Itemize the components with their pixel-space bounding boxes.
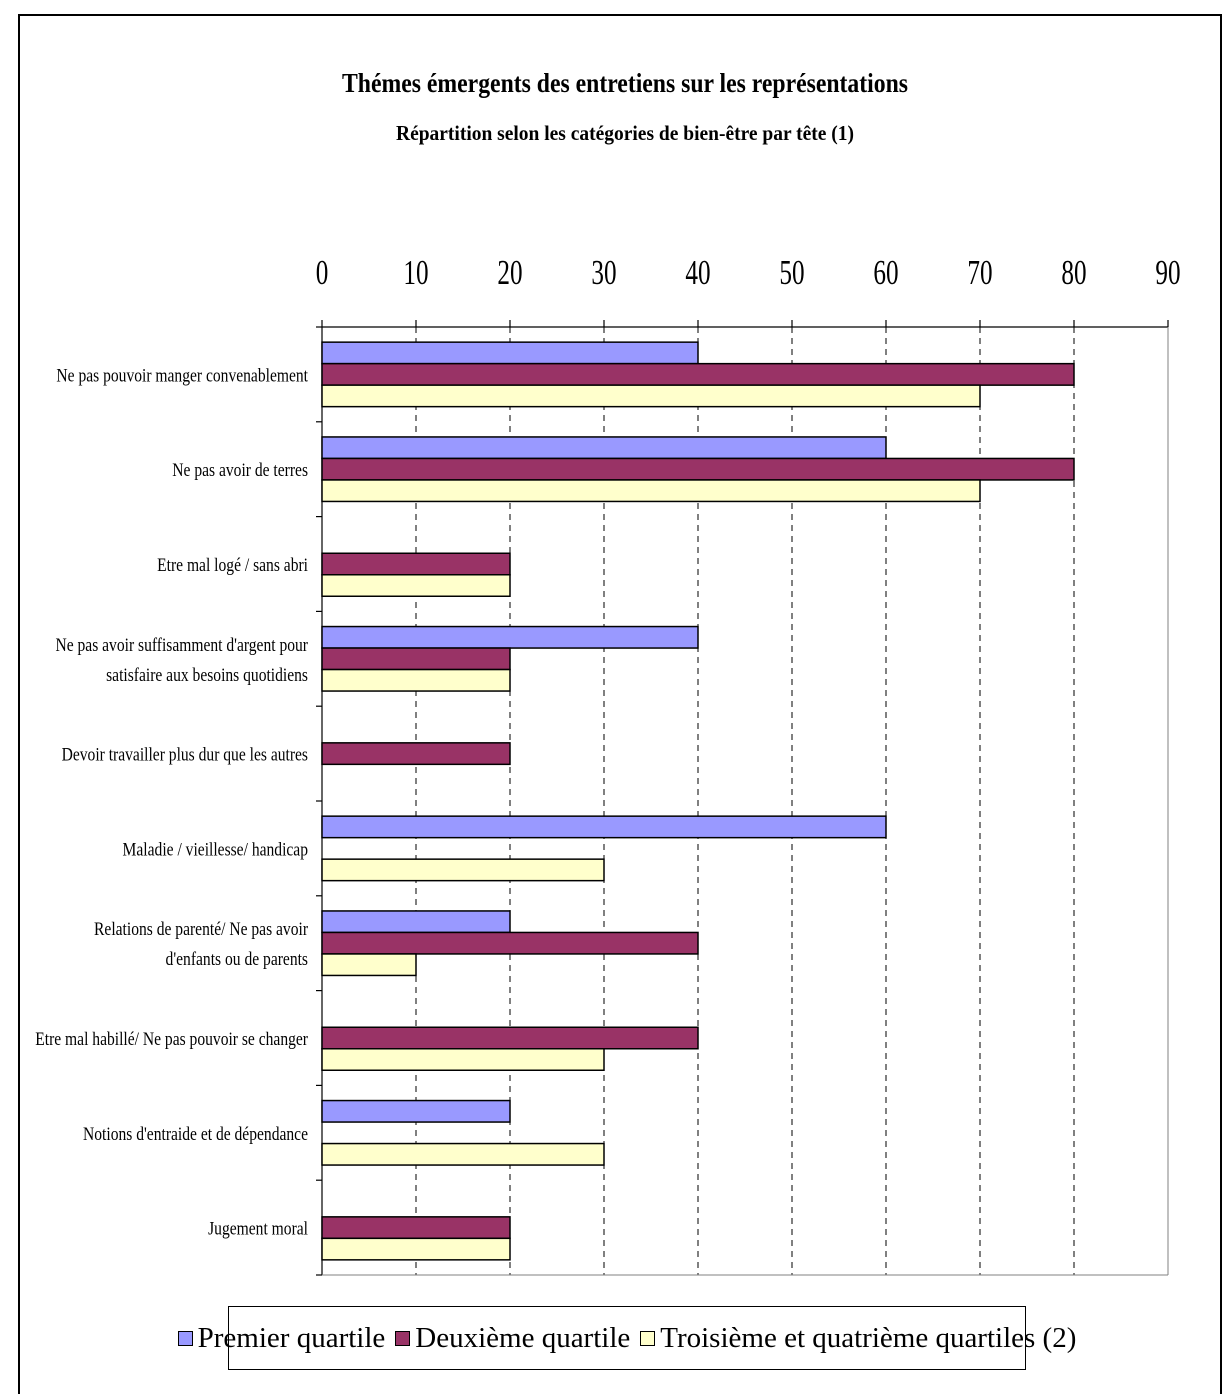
bar-troisieme-et-quatrieme-quartiles-2-1: [321, 479, 981, 503]
x-tick-label-0: 0: [316, 253, 329, 292]
bar-deuxieme-quartile-4: [321, 742, 511, 766]
legend-label-troisieme-quartile: Troisième et quatrième quartiles (2): [660, 1321, 1077, 1354]
category-label-6-line-0: Relations de parenté/ Ne pas avoir: [94, 919, 308, 940]
bar-deuxieme-quartile-0: [321, 362, 1075, 386]
bar-troisieme-et-quatrieme-quartiles-2-6: [321, 953, 417, 977]
bar-deuxieme-quartile-7: [321, 1026, 699, 1050]
legend: Premier quartile Deuxième quartile Trois…: [177, 1306, 1076, 1370]
bar-premier-quartile-8: [321, 1099, 511, 1123]
category-label-4: Devoir travailler plus dur que les autre…: [62, 744, 309, 765]
bar-troisieme-et-quatrieme-quartiles-2-7: [321, 1048, 605, 1071]
bar-premier-quartile-6: [321, 910, 511, 934]
x-tick-label-50: 50: [779, 253, 804, 292]
category-label-9: Jugement moral: [208, 1218, 308, 1239]
bar-premier-quartile-3: [321, 625, 699, 649]
bar-deuxieme-quartile-2: [321, 552, 511, 576]
category-label-3-line-0: Ne pas avoir suffisamment d'argent pour: [55, 634, 308, 655]
x-tick-label-20: 20: [497, 253, 522, 292]
chart-title: Thémes émergents des entretiens sur les …: [342, 68, 908, 98]
legend-item-troisieme-quartile: Troisième et quatrième quartiles (2): [640, 1322, 1076, 1355]
bar-deuxieme-quartile-1: [321, 457, 1075, 481]
x-tick-label-30: 30: [591, 253, 616, 292]
bar-troisieme-et-quatrieme-quartiles-2-8: [321, 1142, 605, 1166]
category-label-7: Etre mal habillé/ Ne pas pouvoir se chan…: [35, 1029, 308, 1050]
bar-troisieme-et-quatrieme-quartiles-2-0: [321, 384, 981, 408]
bar-troisieme-et-quatrieme-quartiles-2-5: [321, 858, 605, 882]
bar-premier-quartile-1: [321, 436, 887, 460]
bar-troisieme-et-quatrieme-quartiles-2-2: [321, 574, 511, 597]
bar-premier-quartile-0: [321, 341, 699, 365]
x-tick-label-80: 80: [1061, 253, 1086, 292]
chart-subtitle: Répartition selon les catégories de bien…: [396, 121, 854, 145]
category-label-0: Ne pas pouvoir manger convenablement: [56, 365, 308, 386]
legend-swatch-troisieme-quartile: [640, 1330, 656, 1346]
category-label-8: Notions d'entraide et de dépendance: [83, 1123, 308, 1144]
x-tick-label-10: 10: [403, 253, 428, 292]
bar-deuxieme-quartile-3: [321, 647, 511, 671]
legend-swatch-premier-quartile: [177, 1330, 193, 1346]
x-tick-label-60: 60: [873, 253, 898, 292]
bar-deuxieme-quartile-6: [321, 931, 699, 955]
bar-troisieme-et-quatrieme-quartiles-2-3: [321, 668, 511, 692]
category-label-6-line-1: d'enfants ou de parents: [166, 949, 309, 970]
bar-troisieme-et-quatrieme-quartiles-2-9: [321, 1237, 511, 1261]
x-tick-label-90: 90: [1155, 253, 1180, 292]
legend-item-premier-quartile: Premier quartile: [177, 1321, 386, 1355]
x-tick-label-70: 70: [967, 253, 992, 292]
bar-deuxieme-quartile-9: [321, 1216, 511, 1240]
legend-item-deuxieme-quartile: Deuxième quartile: [395, 1322, 630, 1355]
category-label-1: Ne pas avoir de terres: [172, 460, 308, 481]
x-tick-label-40: 40: [685, 253, 710, 292]
legend-swatch-deuxieme-quartile: [395, 1330, 411, 1346]
bar-premier-quartile-5: [321, 815, 887, 839]
legend-label-deuxieme-quartile: Deuxième quartile: [415, 1321, 631, 1354]
legend-label-premier-quartile: Premier quartile: [197, 1321, 386, 1354]
chart-frame: [18, 14, 1222, 1394]
category-label-5: Maladie / vieillesse/ handicap: [123, 839, 308, 860]
category-label-3-line-1: satisfaire aux besoins quotidiens: [106, 664, 308, 685]
category-label-2: Etre mal logé / sans abri: [157, 555, 308, 576]
